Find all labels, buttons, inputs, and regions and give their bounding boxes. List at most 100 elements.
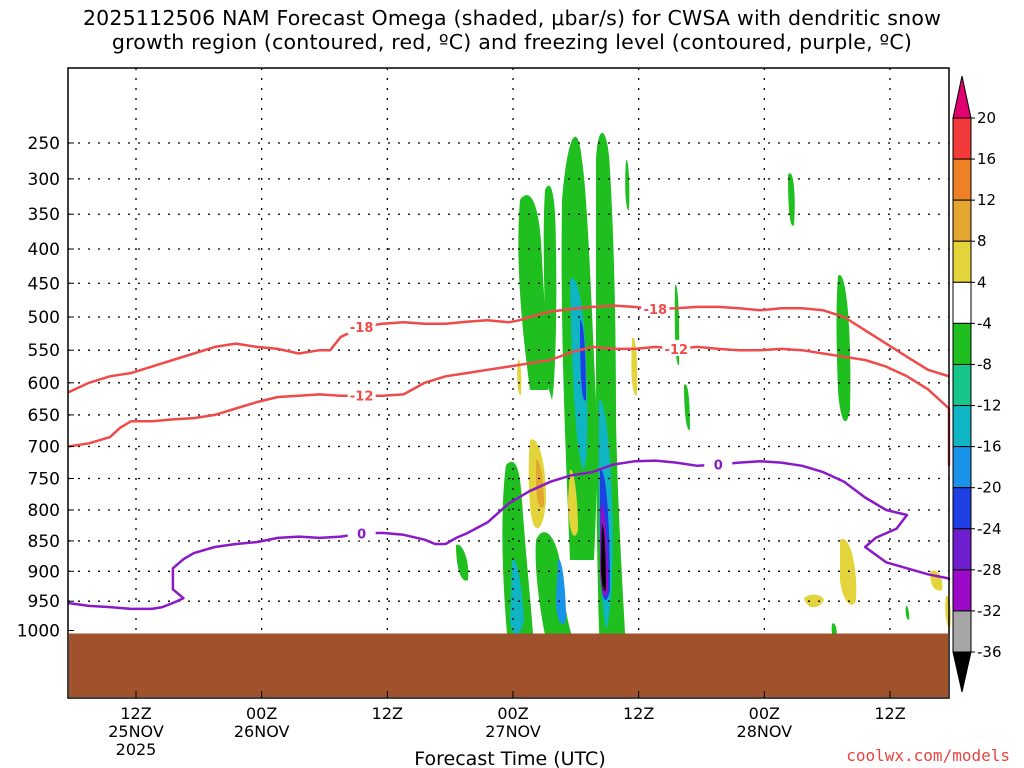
omega-shade-blob-5 [502,461,534,657]
colorbar-label-6: -8 [977,355,992,373]
x-tick-label-30: 12Z [372,704,403,723]
contour-label-bg-2-1 [662,339,691,356]
contour-label-3-1: 0 [714,458,723,473]
omega-shade-blob-23 [930,570,943,591]
omega-shade-blob-32 [905,605,910,620]
colorbar-label-2: 12 [977,191,996,209]
contour-line-3 [67,459,951,611]
colorbar-segment-11 [952,528,972,571]
y-tick-label-750: 750 [28,470,60,490]
contour-label-bg-3-0 [347,524,376,541]
x-tick-label-6: 12Z [120,704,151,723]
contour-label-1-1: -18 [644,303,668,318]
credit-text[interactable]: coolwx.com/models [846,746,1010,765]
colorbar-label-11: -28 [977,561,1002,579]
omega-shade-blob-28 [625,159,630,211]
y-tick-label-950: 950 [28,592,60,612]
chart-title: 2025112506 NAM Forecast Omega (shaded, μ… [0,6,1024,54]
colorbar-label-1: 16 [977,150,996,168]
x-tick-label-54: 12Z [623,704,654,723]
colorbar: 20 16 12 8 4 -4 -8 -12 -16 -20 -24 -28 -32 -36 [952,75,1002,693]
x-tick-year-6: 2025 [116,740,157,759]
ground-surface [69,633,948,697]
x-tick-date-42: 27NOV [485,722,541,741]
y-tick-label-600: 600 [28,374,60,394]
colorbar-segment-2 [952,158,972,201]
contour-label-2-1: -12 [665,343,689,358]
colorbar-segment-12 [952,569,972,612]
x-tick-label-78: 12Z [874,704,905,723]
omega-shade-blob-25 [788,173,795,226]
colorbar-label-3: 8 [977,232,987,250]
chart-title-line1: 2025112506 NAM Forecast Omega (shaded, μ… [82,6,942,30]
omega-shade-blob-8 [570,278,588,470]
y-tick-label-450: 450 [28,274,60,294]
omega-shading-layer [456,132,951,666]
y-axis: 250 300 350 400 450 500 550 600 650 700 750 800 850 9… [17,134,74,642]
colorbar-label-4: 4 [977,273,987,291]
colorbar-bottom-arrow [952,651,972,693]
y-tick-label-500: 500 [28,308,60,328]
colorbar-segment-10 [952,487,972,530]
colorbar-segment-8 [952,405,972,448]
chart-title-line2: growth region (contoured, red, ºC) and f… [111,30,913,54]
colorbar-top-arrow [952,75,972,119]
omega-shade-blob-15 [601,524,606,591]
omega-shade-blob-20 [517,359,522,396]
y-tick-label-350: 350 [28,205,60,225]
x-tick-date-18: 26NOV [234,722,290,741]
omega-shade-blob-17 [536,459,544,508]
y-tick-label-250: 250 [28,134,60,154]
omega-shade-blob-18 [568,469,578,536]
omega-shade-blob-30 [684,384,690,431]
y-tick-label-300: 300 [28,170,60,190]
omega-shade-blob-1 [518,195,549,390]
colorbar-segment-5 [952,281,972,324]
x-axis-label: Forecast Time (UTC) [414,748,605,768]
colorbar-segment-1 [952,117,972,160]
y-tick-label-850: 850 [28,532,60,552]
contour-layer: -18 -18 -12 -12 0 0 [67,299,951,611]
colorbar-label-5: -4 [977,314,992,332]
contour-label-2-0: -12 [350,390,374,405]
colorbar-segment-13 [952,610,972,653]
contour-line-2 [67,345,951,466]
contour-label-3-0: 0 [357,528,366,543]
contour-label-bg-3-1 [704,455,733,472]
y-tick-label-800: 800 [28,501,60,521]
colorbar-segment-9 [952,446,972,489]
omega-shade-blob-19 [631,337,638,396]
colorbar-label-8: -16 [977,438,1002,456]
colorbar-segment-6 [952,322,972,365]
colorbar-segment-4 [952,240,972,283]
contour-label-1-0: -18 [350,321,374,336]
omega-shade-blob-26 [836,274,851,422]
colorbar-label-0: 20 [977,109,996,127]
colorbar-segment-7 [952,363,972,407]
colorbar-label-9: -20 [977,479,1002,497]
y-tick-label-900: 900 [28,562,60,582]
colorbar-label-10: -24 [977,520,1002,538]
ground-layer [69,633,948,697]
contour-label-bg-1-1 [641,299,670,316]
colorbar-label-7: -12 [977,397,1002,415]
x-tick-label-18: 00Z [246,704,277,723]
x-tick-date-66: 28NOV [737,722,793,741]
omega-shade-blob-2 [543,185,557,400]
omega-shade-blob-11 [556,559,566,624]
y-tick-label-700: 700 [28,437,60,457]
colorbar-label-12: -32 [977,602,1002,620]
grid-layer [68,68,949,698]
colorbar-segment-3 [952,199,972,242]
omega-shade-blob-29 [456,544,469,581]
x-tick-label-66: 00Z [749,704,780,723]
contour-label-bg-1-0 [347,318,376,335]
omega-shade-blob-12 [580,319,586,401]
y-tick-label-400: 400 [28,240,60,260]
contour-label-bg-2-0 [347,386,376,403]
x-tick-date-6: 25NOV [108,722,164,741]
omega-shade-blob-22 [804,594,824,608]
x-tick-label-42: 00Z [497,704,528,723]
